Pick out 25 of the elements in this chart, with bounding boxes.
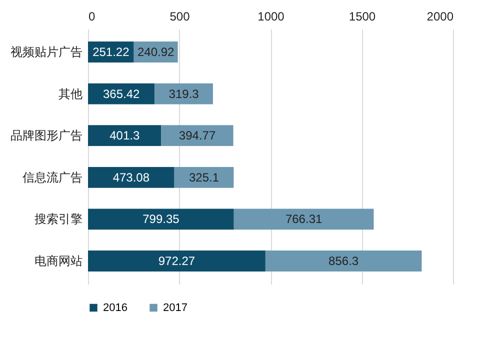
data-label: 240.92 bbox=[137, 44, 175, 59]
data-label: 972.27 bbox=[158, 254, 196, 268]
y-tick-label: 信息流广告 bbox=[22, 170, 82, 184]
x-tick-label: 1000 bbox=[258, 10, 285, 24]
x-tick-label: 1500 bbox=[348, 10, 376, 24]
data-label: 325.1 bbox=[188, 170, 220, 184]
data-label: 394.77 bbox=[178, 128, 216, 143]
y-tick-label: 品牌图形广告 bbox=[10, 128, 82, 143]
data-label: 365.42 bbox=[102, 86, 140, 101]
y-tick-label: 电商网站 bbox=[34, 254, 82, 268]
data-label: 473.08 bbox=[112, 170, 150, 184]
data-label: 319.3 bbox=[168, 86, 200, 101]
legend-label: 2016 bbox=[103, 302, 128, 314]
x-tick-label: 500 bbox=[170, 10, 190, 24]
data-label: 251.22 bbox=[92, 44, 130, 59]
x-tick-label: 0 bbox=[88, 10, 96, 24]
legend-label: 2017 bbox=[163, 302, 188, 314]
data-label: 799.35 bbox=[142, 212, 180, 226]
data-label: 766.31 bbox=[285, 212, 322, 226]
x-tick-label: 2000 bbox=[426, 10, 454, 24]
y-tick-label: 搜索引擎 bbox=[34, 212, 82, 226]
data-label: 856.3 bbox=[328, 254, 359, 268]
data-label: 401.3 bbox=[110, 128, 140, 143]
y-tick-label: 其他 bbox=[58, 86, 82, 101]
y-tick-label: 视频贴片广告 bbox=[10, 44, 82, 59]
